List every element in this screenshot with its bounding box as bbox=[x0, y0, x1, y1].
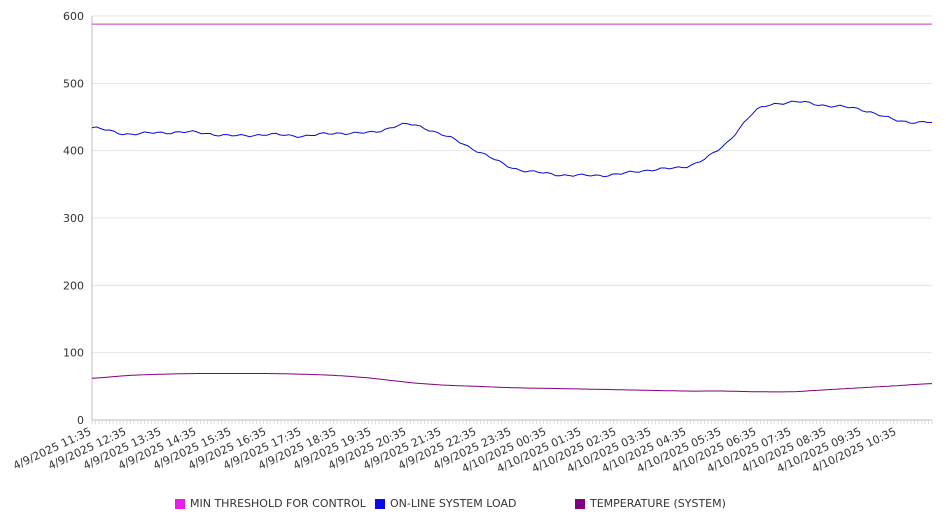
legend-item-system-load: ON-LINE SYSTEM LOAD bbox=[375, 497, 516, 510]
legend: MIN THRESHOLD FOR CONTROL ON-LINE SYSTEM… bbox=[0, 497, 946, 515]
legend-label: ON-LINE SYSTEM LOAD bbox=[390, 497, 517, 510]
grid-lines bbox=[92, 15, 932, 354]
y-tick-label: 400 bbox=[63, 145, 84, 158]
legend-swatch bbox=[175, 498, 185, 509]
legend-item-temperature: TEMPERATURE (SYSTEM) bbox=[575, 497, 726, 510]
y-tick-label: 200 bbox=[63, 279, 84, 292]
y-tick-label: 0 bbox=[77, 414, 84, 427]
legend-item-min-threshold: MIN THRESHOLD FOR CONTROL bbox=[175, 497, 366, 510]
series-lines bbox=[91, 23, 933, 393]
y-tick-label: 600 bbox=[63, 10, 84, 23]
legend-swatch bbox=[375, 498, 385, 509]
series-line-1 bbox=[91, 100, 933, 178]
y-tick-label: 300 bbox=[63, 212, 84, 225]
legend-label: TEMPERATURE (SYSTEM) bbox=[590, 497, 726, 510]
series-line-2 bbox=[91, 373, 933, 393]
legend-swatch bbox=[575, 498, 585, 509]
y-tick-label: 500 bbox=[63, 77, 84, 90]
legend-label: MIN THRESHOLD FOR CONTROL bbox=[190, 497, 366, 510]
y-tick-label: 100 bbox=[63, 347, 84, 360]
